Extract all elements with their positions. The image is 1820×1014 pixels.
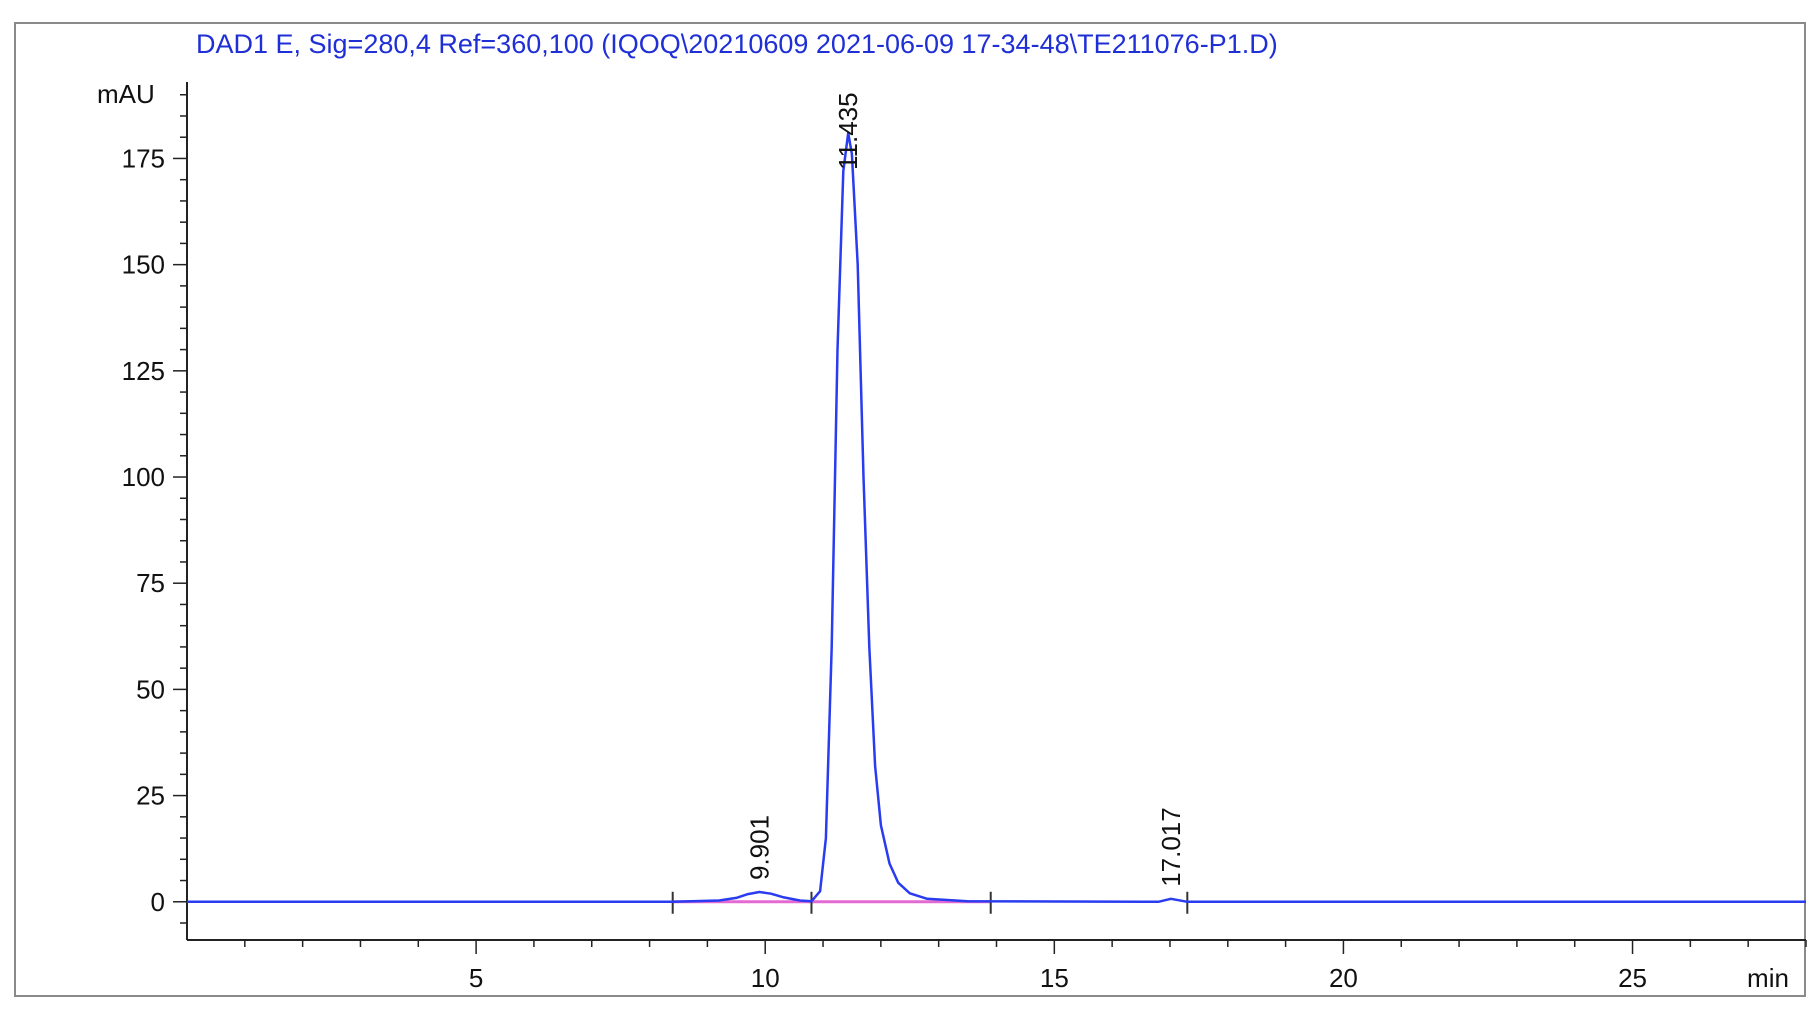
x-tick-label: 10 [751,963,780,993]
peak-label: 17.017 [1156,807,1186,887]
y-tick-label: 100 [122,462,165,492]
y-tick-label: 75 [136,568,165,598]
y-tick-label: 25 [136,781,165,811]
peak-label: 9.901 [744,815,774,880]
y-tick-label: 175 [122,143,165,173]
x-tick-label: 5 [469,963,483,993]
x-axis-unit-label: min [1747,963,1789,993]
y-tick-label: 50 [136,674,165,704]
y-tick-label: 0 [151,887,165,917]
x-tick-label: 25 [1618,963,1647,993]
y-tick-label: 125 [122,356,165,386]
x-tick-label: 15 [1040,963,1069,993]
x-tick-label: 20 [1329,963,1358,993]
peak-label: 11.435 [833,92,863,170]
signal-trace [187,131,1806,904]
y-axis-unit-label: mAU [97,79,155,109]
y-tick-label: 150 [122,250,165,280]
chart-title: DAD1 E, Sig=280,4 Ref=360,100 (IQOQ\2021… [196,29,1278,59]
chart-frame [14,22,1806,997]
